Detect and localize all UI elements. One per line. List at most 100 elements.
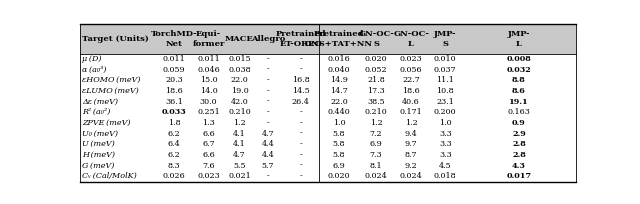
- Text: Δε (meV): Δε (meV): [83, 98, 118, 105]
- Text: 4.7: 4.7: [262, 130, 275, 137]
- Text: 0.016: 0.016: [328, 55, 350, 63]
- Text: 19.0: 19.0: [230, 87, 248, 95]
- Text: 0.008: 0.008: [507, 55, 531, 63]
- Text: 20.3: 20.3: [165, 76, 183, 84]
- Text: R² (a₀²): R² (a₀²): [83, 108, 111, 116]
- Text: 0.037: 0.037: [434, 65, 456, 74]
- Text: -: -: [267, 87, 269, 95]
- Text: GN-OC-
S: GN-OC- S: [358, 30, 394, 48]
- Text: -: -: [300, 172, 302, 180]
- Text: 6.6: 6.6: [202, 130, 215, 137]
- Text: Target (Units): Target (Units): [83, 35, 149, 43]
- Text: 14.0: 14.0: [200, 87, 218, 95]
- Text: 1.8: 1.8: [168, 119, 180, 127]
- Text: 0.015: 0.015: [228, 55, 251, 63]
- Text: 30.0: 30.0: [200, 98, 217, 105]
- Text: 17.3: 17.3: [367, 87, 385, 95]
- Text: 0.010: 0.010: [434, 55, 456, 63]
- Text: 0.020: 0.020: [365, 55, 387, 63]
- Text: 0.032: 0.032: [507, 65, 531, 74]
- Text: 0.011: 0.011: [163, 55, 186, 63]
- Text: 6.2: 6.2: [168, 151, 180, 159]
- Text: 2.8: 2.8: [512, 140, 526, 148]
- Text: 19.1: 19.1: [509, 98, 529, 105]
- Text: 21.8: 21.8: [367, 76, 385, 84]
- Text: 42.0: 42.0: [230, 98, 248, 105]
- Text: 6.4: 6.4: [168, 140, 180, 148]
- Text: MACE: MACE: [225, 35, 254, 43]
- Text: -: -: [300, 119, 302, 127]
- Text: 0.046: 0.046: [197, 65, 220, 74]
- Text: 0.023: 0.023: [197, 172, 220, 180]
- Text: 7.3: 7.3: [370, 151, 383, 159]
- Text: 36.1: 36.1: [165, 98, 183, 105]
- Text: 22.0: 22.0: [330, 98, 348, 105]
- Bar: [80, 24, 576, 53]
- Text: TorchMD-
Net: TorchMD- Net: [151, 30, 198, 48]
- Text: 1.2: 1.2: [404, 119, 417, 127]
- Text: 1.2: 1.2: [233, 119, 246, 127]
- Text: 3.3: 3.3: [439, 140, 452, 148]
- Text: 3.3: 3.3: [439, 151, 452, 159]
- Text: -: -: [300, 140, 302, 148]
- Text: 0.023: 0.023: [400, 55, 422, 63]
- Text: 11.1: 11.1: [436, 76, 454, 84]
- Text: -: -: [267, 108, 269, 116]
- Text: Pretrained
GNS+TAT+NN: Pretrained GNS+TAT+NN: [305, 30, 373, 48]
- Text: 3.3: 3.3: [439, 130, 452, 137]
- Text: 10.8: 10.8: [436, 87, 454, 95]
- Text: 18.6: 18.6: [165, 87, 183, 95]
- Text: 9.7: 9.7: [404, 140, 417, 148]
- Text: 8.1: 8.1: [370, 162, 383, 170]
- Text: 9.2: 9.2: [404, 162, 417, 170]
- Text: 2.8: 2.8: [512, 151, 526, 159]
- Text: 0.171: 0.171: [400, 108, 422, 116]
- Text: 0.9: 0.9: [512, 119, 526, 127]
- Text: 4.1: 4.1: [233, 140, 246, 148]
- Text: 0.017: 0.017: [506, 172, 531, 180]
- Text: 0.018: 0.018: [434, 172, 456, 180]
- Text: 6.7: 6.7: [202, 140, 215, 148]
- Text: 26.4: 26.4: [292, 98, 310, 105]
- Text: 0.011: 0.011: [197, 55, 220, 63]
- Text: 4.4: 4.4: [262, 140, 275, 148]
- Text: 0.026: 0.026: [163, 172, 186, 180]
- Text: 0.040: 0.040: [328, 65, 350, 74]
- Text: GN-OC-
L: GN-OC- L: [393, 30, 429, 48]
- Text: α (a₀³): α (a₀³): [83, 65, 107, 74]
- Text: JMP-
L: JMP- L: [508, 30, 530, 48]
- Text: -: -: [267, 76, 269, 84]
- Text: 4.1: 4.1: [233, 130, 246, 137]
- Text: -: -: [300, 151, 302, 159]
- Text: 8.3: 8.3: [168, 162, 180, 170]
- Text: -: -: [267, 65, 269, 74]
- Text: H (meV): H (meV): [83, 151, 115, 159]
- Text: 2.9: 2.9: [512, 130, 526, 137]
- Text: 15.0: 15.0: [200, 76, 217, 84]
- Text: U₀ (meV): U₀ (meV): [83, 130, 118, 137]
- Text: Pretrained
ET-OREO: Pretrained ET-OREO: [275, 30, 326, 48]
- Text: U (meV): U (meV): [83, 140, 115, 148]
- Text: Equi-
former: Equi- former: [192, 30, 225, 48]
- Text: 0.056: 0.056: [400, 65, 422, 74]
- Text: 4.4: 4.4: [262, 151, 275, 159]
- Text: 40.6: 40.6: [402, 98, 420, 105]
- Text: -: -: [300, 130, 302, 137]
- Text: 6.9: 6.9: [370, 140, 383, 148]
- Text: 4.7: 4.7: [233, 151, 246, 159]
- Text: 14.9: 14.9: [330, 76, 348, 84]
- Text: 18.6: 18.6: [402, 87, 420, 95]
- Text: 8.7: 8.7: [405, 151, 417, 159]
- Text: 6.6: 6.6: [202, 151, 215, 159]
- Text: Allegro: Allegro: [251, 35, 285, 43]
- Text: -: -: [300, 162, 302, 170]
- Text: 0.021: 0.021: [228, 172, 251, 180]
- Text: 1.0: 1.0: [333, 119, 345, 127]
- Text: 0.020: 0.020: [328, 172, 350, 180]
- Text: 9.4: 9.4: [404, 130, 417, 137]
- Text: 0.038: 0.038: [228, 65, 251, 74]
- Text: G (meV): G (meV): [83, 162, 115, 170]
- Text: 6.9: 6.9: [333, 162, 346, 170]
- Text: 1.3: 1.3: [202, 119, 215, 127]
- Text: 0.163: 0.163: [508, 108, 531, 116]
